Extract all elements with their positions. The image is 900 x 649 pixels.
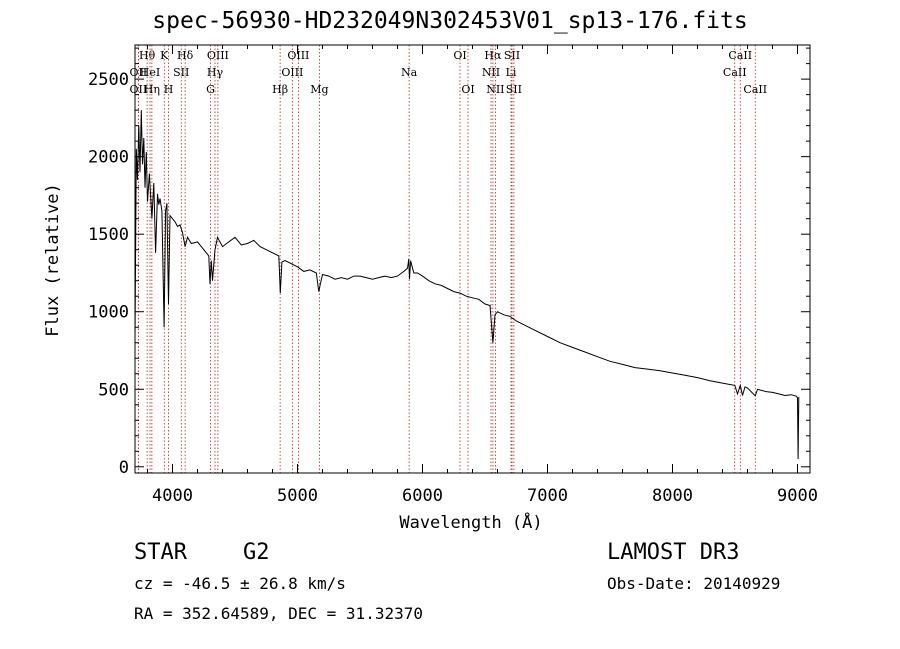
object-subclass: G2	[243, 540, 270, 565]
y-tick-label-1: 500	[98, 380, 129, 400]
marker-label-2: OII	[130, 83, 148, 96]
coords-line: RA = 352.64589, DEC = 31.32370	[134, 604, 423, 623]
marker-label-12: Hβ	[272, 83, 288, 96]
marker-label-7: SII	[173, 66, 189, 79]
marker-label-21: NII	[486, 83, 504, 96]
marker-label-26: CaII	[723, 66, 747, 79]
marker-label-15: Mg	[310, 83, 328, 96]
spectrum-series	[134, 110, 800, 460]
y-tick-label-5: 2500	[88, 70, 129, 90]
marker-label-6: H	[164, 83, 174, 96]
marker-label-23: Li	[506, 66, 517, 79]
x-tick-label-4: 8000	[652, 486, 693, 506]
survey-name: LAMOST DR3	[607, 540, 740, 565]
chart-title: spec-56930-HD232049N302453V01_sp13-176.f…	[152, 8, 748, 34]
plot-frame	[134, 44, 811, 474]
marker-label-14: OIII	[287, 49, 309, 62]
object-class: STAR	[134, 540, 187, 565]
x-tick-label-5: 9000	[777, 486, 818, 506]
y-tick-label-0: 0	[119, 458, 129, 478]
marker-label-0: Hθ	[139, 49, 156, 62]
marker-label-20: NII	[482, 66, 500, 79]
marker-label-25: CaII	[728, 49, 752, 62]
series-line-0	[134, 110, 800, 460]
marker-label-11: G	[206, 83, 215, 96]
y-tick-label-2: 1000	[88, 303, 129, 323]
marker-label-13: OIII	[281, 66, 303, 79]
x-axis-label: Wavelength (Å)	[399, 511, 542, 533]
marker-label-24: SII	[506, 83, 522, 96]
x-tick-label-0: 4000	[152, 486, 193, 506]
axis-ticks: 4000 5000 6000 7000 8000 9000 0 500 1000 1500 2000…	[88, 45, 818, 506]
x-tick-label-3: 7000	[527, 486, 568, 506]
obs-date-line: Obs-Date: 20140929	[607, 574, 781, 593]
marker-label-1: OII	[130, 66, 148, 79]
marker-label-5: K	[160, 49, 169, 62]
marker-label-22: SII	[504, 49, 520, 62]
y-tick-label-4: 2000	[88, 148, 129, 168]
marker-label-19: Hα	[484, 49, 502, 62]
marker-label-18: OI	[461, 83, 474, 96]
marker-label-16: Na	[401, 66, 418, 79]
marker-label-10: Hγ	[207, 66, 224, 79]
redshift-line: cz = -46.5 ± 26.8 km/s	[134, 574, 346, 593]
y-axis-label: Flux (relative)	[43, 183, 63, 337]
marker-label-8: Hδ	[177, 49, 194, 62]
y-tick-label-3: 1500	[88, 225, 129, 245]
marker-label-27: CaII	[743, 83, 767, 96]
marker-label-9: OIII	[207, 49, 229, 62]
marker-label-4: Hη	[144, 83, 160, 96]
x-tick-label-1: 5000	[277, 486, 318, 506]
x-tick-label-2: 6000	[402, 486, 443, 506]
marker-label-17: OI	[453, 49, 466, 62]
marker-label-3: HeI	[140, 66, 160, 79]
